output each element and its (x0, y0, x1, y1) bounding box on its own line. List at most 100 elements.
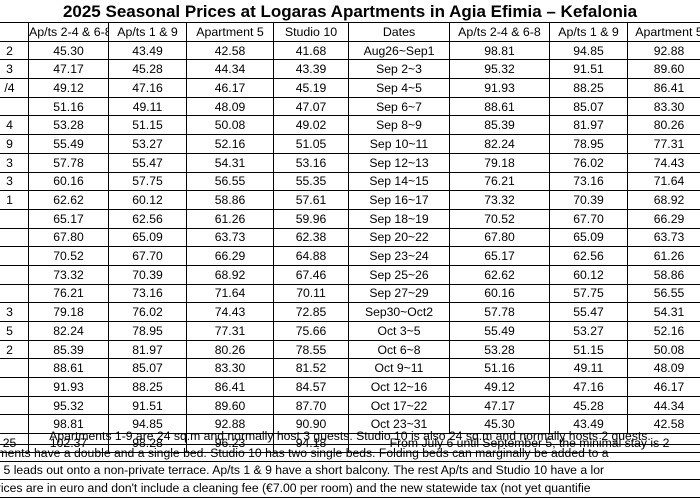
table-cell: 85.39 (449, 115, 550, 136)
table-cell: Sep 18~19 (348, 208, 450, 229)
table-cell: 88.25 (549, 78, 628, 98)
table-cell: 89.60 (627, 59, 700, 80)
table-cell: 45.19 (273, 78, 349, 98)
table-cell: 2 (0, 40, 29, 61)
table-cell: 51.15 (108, 115, 187, 136)
table-cell: 83.30 (186, 358, 274, 379)
table-cell: 65.17 (28, 208, 109, 229)
table-cell: 76.21 (28, 283, 109, 304)
table-row: 2 85.39 81.97 80.26 78.55 Oct 6~8 53.28 51.15 50… (0, 339, 700, 360)
header-cell: Apartment 5 (627, 22, 700, 42)
table-cell: 62.62 (28, 190, 109, 210)
table-cell: 62.38 (273, 227, 349, 248)
table-cell: 47.16 (108, 78, 187, 98)
table-cell: 78.95 (108, 321, 187, 341)
price-table-body: 2 45.30 43.49 42.58 41.68 Aug26~Sep1 98.81 94.8… (0, 40, 700, 453)
table-cell: 91.51 (549, 59, 628, 80)
table-cell: 68.92 (627, 190, 700, 210)
table-cell: 62.56 (549, 246, 628, 266)
table-cell: 52.16 (627, 321, 700, 341)
table-cell: 62.56 (108, 208, 187, 229)
table-cell: 98.81 (449, 40, 550, 61)
table-cell: 91.51 (108, 395, 187, 416)
table-cell: 55.47 (549, 302, 628, 322)
table-cell: 82.24 (28, 321, 109, 341)
table-cell: 71.64 (186, 283, 274, 304)
table-cell: 48.09 (627, 358, 700, 379)
table-cell: 75.66 (273, 321, 349, 341)
header-cell: Ap/ts 1 & 9 (549, 22, 628, 42)
table-cell: 51.16 (28, 96, 109, 117)
table-cell: Sep 27~29 (348, 283, 450, 304)
table-cell: 51.05 (273, 134, 349, 154)
table-cell: 88.61 (449, 96, 550, 117)
footer-divider (0, 461, 700, 462)
table-cell: 65.09 (549, 227, 628, 248)
header-cell (0, 22, 29, 42)
table-cell: 71.64 (627, 171, 700, 192)
table-cell: Sep 25~26 (348, 264, 450, 285)
table-row: 9 55.49 53.27 52.16 51.05 Sep 10~11 82.24 78.95… (0, 134, 700, 154)
table-cell: 9 (0, 134, 29, 154)
table-cell (0, 358, 29, 379)
table-cell: Sep 12~13 (348, 152, 450, 173)
table-cell: 45.28 (108, 59, 187, 80)
table-cell: 41.68 (273, 40, 349, 61)
table-cell: 54.31 (186, 152, 274, 173)
table-cell: 46.17 (186, 78, 274, 98)
table-cell: 60.12 (549, 264, 628, 285)
table-cell: 3 (0, 171, 29, 192)
table-row: 76.21 73.16 71.64 70.11 Sep 27~29 60.16 57.75 5… (0, 283, 700, 304)
table-cell: 57.78 (449, 302, 550, 322)
table-cell: 58.86 (627, 264, 700, 285)
table-cell: 83.30 (627, 96, 700, 117)
table-cell: Oct 17~22 (348, 395, 450, 416)
table-cell: 78.95 (549, 134, 628, 154)
table-cell: 86.41 (186, 377, 274, 397)
table-cell: 94.85 (549, 40, 628, 61)
table-cell: Sep 6~7 (348, 96, 450, 117)
table-cell: 68.92 (186, 264, 274, 285)
table-cell: 81.97 (549, 115, 628, 136)
table-cell: 3 (0, 302, 29, 322)
table-row: 25 102.37 98.28 96.23 94.18 From July 6 until… (0, 433, 700, 453)
table-cell: 81.52 (273, 358, 349, 379)
table-cell: 62.62 (449, 264, 550, 285)
table-cell: Sep 14~15 (348, 171, 450, 192)
table-cell: 70.52 (28, 246, 109, 266)
footer-divider (0, 479, 700, 480)
table-cell: 53.28 (28, 115, 109, 136)
table-cell: 70.39 (549, 190, 628, 210)
table-cell: 53.16 (273, 152, 349, 173)
table-cell: 60.16 (449, 283, 550, 304)
table-cell: 53.28 (449, 339, 550, 360)
table-cell: 84.57 (273, 377, 349, 397)
table-cell: 49.12 (28, 78, 109, 98)
table-cell: 102.37 (28, 433, 109, 453)
table-cell: Oct 3~5 (348, 321, 450, 341)
table-cell: 45.28 (549, 395, 628, 416)
table-row: 5 82.24 78.95 77.31 75.66 Oct 3~5 55.49 53.27 52… (0, 321, 700, 341)
table-cell: Sep 23~24 (348, 246, 450, 266)
table-row: 3 47.17 45.28 44.34 43.39 Sep 2~3 95.32 91.51 89… (0, 59, 700, 80)
header-cell: Dates (348, 22, 450, 42)
table-cell: 52.16 (186, 134, 274, 154)
header-cell: Ap/ts 2-4 & 6-8 (28, 22, 109, 42)
table-cell: 60.12 (108, 190, 187, 210)
table-cell (0, 395, 29, 416)
table-cell: 89.60 (186, 395, 274, 416)
table-row: 51.16 49.11 48.09 47.07 Sep 6~7 88.61 85.07 83.… (0, 96, 700, 117)
table-cell: 57.61 (273, 190, 349, 210)
table-cell (0, 227, 29, 248)
table-cell: 94.85 (108, 414, 187, 435)
table-row: 98.81 94.85 92.88 90.90 Oct 23~31 45.30 43.49 4… (0, 414, 700, 435)
table-cell: 46.17 (627, 377, 700, 397)
table-cell: 3 (0, 152, 29, 173)
table-cell: 82.24 (449, 134, 550, 154)
table-cell: 43.49 (108, 40, 187, 61)
table-cell: 58.86 (186, 190, 274, 210)
header-cell: Ap/ts 2-4 & 6-8 (449, 22, 550, 42)
table-cell: 80.26 (186, 339, 274, 360)
table-cell: 76.02 (108, 302, 187, 322)
table-cell: 79.18 (28, 302, 109, 322)
